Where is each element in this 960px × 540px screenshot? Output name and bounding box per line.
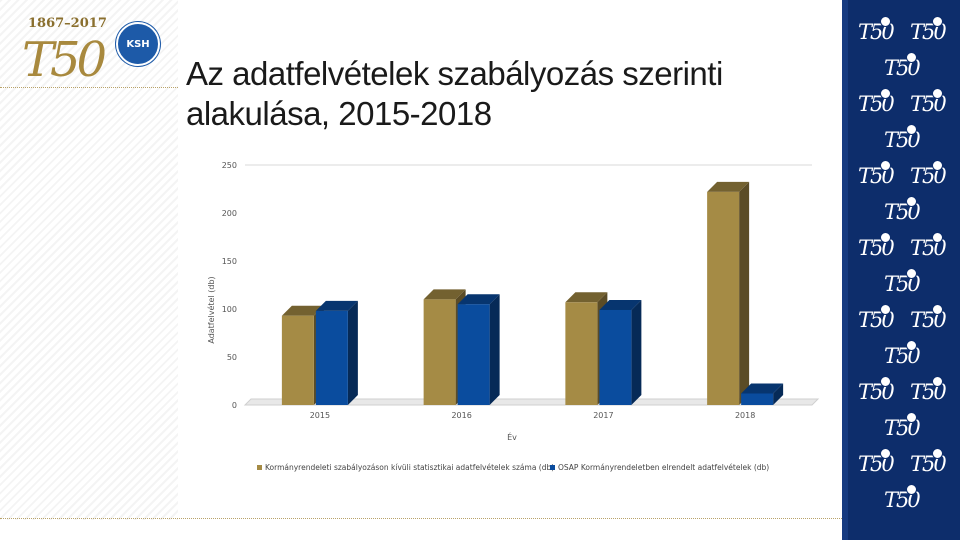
band-edge (842, 0, 848, 540)
logo-mark: T50 (22, 32, 107, 88)
bar-2016-series1 (423, 299, 456, 405)
mini-logo-badge (880, 448, 891, 459)
y-axis-label: Adatfelvétel (db) (206, 276, 216, 343)
bar-side (739, 181, 750, 405)
mini-logo-badge (932, 232, 943, 243)
decorative-logo-band: T50 T50 T50 T50 T50 T50 T50 T50 T50 T50 T50 T50 T50 T… (842, 0, 960, 540)
bar-top (281, 305, 324, 316)
bar-side (347, 300, 358, 405)
mini-logo-badge (906, 52, 917, 63)
mini-logo-mark: T50 (858, 16, 895, 44)
bar-top (741, 383, 784, 394)
divider-line-bottom (0, 518, 848, 519)
bar-2015-series2 (315, 310, 348, 405)
slide-title: Az adatfelvételek szabályozás szerinti a… (186, 55, 723, 132)
bar-top (315, 300, 358, 311)
mini-logo-mark: T50 (910, 232, 947, 260)
mini-logo-badge (880, 232, 891, 243)
mini-logo-badge (880, 16, 891, 27)
y-tick-label: 50 (227, 353, 237, 362)
mini-logo-mark: T50 (910, 304, 947, 332)
mini-logo-badge (880, 304, 891, 315)
x-tick-label: 2015 (310, 411, 330, 420)
bar-top (565, 292, 608, 303)
mini-logo-mark: T50 (884, 412, 921, 440)
mini-logo-mark: T50 (858, 232, 895, 260)
mini-logo-badge (906, 196, 917, 207)
bar-2015-series1 (281, 315, 314, 405)
mini-logo-badge (932, 304, 943, 315)
bar-top (457, 294, 500, 305)
mini-logo-mark: T50 (910, 448, 947, 476)
bar-2018-series1 (707, 191, 740, 405)
y-tick-label: 250 (222, 161, 237, 170)
divider-line (0, 87, 178, 88)
mini-logo-mark: T50 (858, 448, 895, 476)
y-tick-label: 200 (222, 209, 237, 218)
mini-logo-mark: T50 (858, 304, 895, 332)
legend-label-series1: Kormányrendeleti szabályozáson kívüli st… (265, 463, 554, 472)
mini-logo-badge (906, 340, 917, 351)
x-tick-label: 2018 (735, 411, 755, 420)
mini-logo-badge (932, 160, 943, 171)
mini-logo-mark: T50 (884, 340, 921, 368)
x-tick-label: 2016 (451, 411, 471, 420)
bar-2017-series2 (599, 309, 632, 405)
y-tick-label: 100 (222, 305, 237, 314)
mini-logo-badge (906, 268, 917, 279)
bar-top (599, 299, 642, 310)
mini-logo-badge (880, 160, 891, 171)
mini-logo-mark: T50 (910, 16, 947, 44)
mini-logo-mark: T50 (884, 484, 921, 512)
x-tick-label: 2017 (593, 411, 613, 420)
mini-logo-mark: T50 (910, 88, 947, 116)
anniversary-logo: 1867–2017 T50 KSH (20, 10, 170, 90)
y-tick-label: 150 (222, 257, 237, 266)
mini-logo-mark: T50 (884, 124, 921, 152)
bar-side (489, 294, 500, 405)
bar-2017-series1 (565, 302, 598, 405)
mini-logo-badge (932, 16, 943, 27)
mini-logo-badge (906, 124, 917, 135)
bar-top (707, 181, 750, 192)
mini-logo-badge (880, 88, 891, 99)
bar-chart: 0 50 100 150 200 250 Adatfelvétel (db) Év 2015 20… (206, 161, 820, 472)
bar-2018-series2 (741, 393, 774, 405)
mini-logo-mark: T50 (858, 160, 895, 188)
legend-label-series2: OSAP Kormányrendeletben elrendelt adatfe… (558, 463, 769, 472)
mini-logo-mark: T50 (910, 376, 947, 404)
mini-logo-mark: T50 (884, 52, 921, 80)
y-tick-label: 0 (232, 401, 237, 410)
bar-2016-series2 (457, 304, 490, 405)
mini-logo-badge (906, 484, 917, 495)
bar-side (773, 383, 784, 405)
mini-logo-badge (932, 376, 943, 387)
mini-logo-mark: T50 (884, 196, 921, 224)
left-hatch-panel (0, 0, 178, 520)
mini-logo-mark: T50 (858, 88, 895, 116)
mini-logo-mark: T50 (910, 160, 947, 188)
mini-logo-mark: T50 (884, 268, 921, 296)
mini-logo-mark: T50 (858, 376, 895, 404)
x-axis-label: Év (507, 431, 517, 442)
bar-side (631, 299, 642, 405)
bar-top (423, 289, 466, 300)
mini-logo-badge (906, 412, 917, 423)
mini-logo-badge (932, 448, 943, 459)
ksh-badge: KSH (116, 22, 160, 66)
mini-logo-badge (880, 376, 891, 387)
legend-swatch-series1 (257, 465, 262, 470)
mini-logo-badge (932, 88, 943, 99)
legend-swatch-series2 (550, 465, 555, 470)
logo-years: 1867–2017 (28, 16, 107, 31)
